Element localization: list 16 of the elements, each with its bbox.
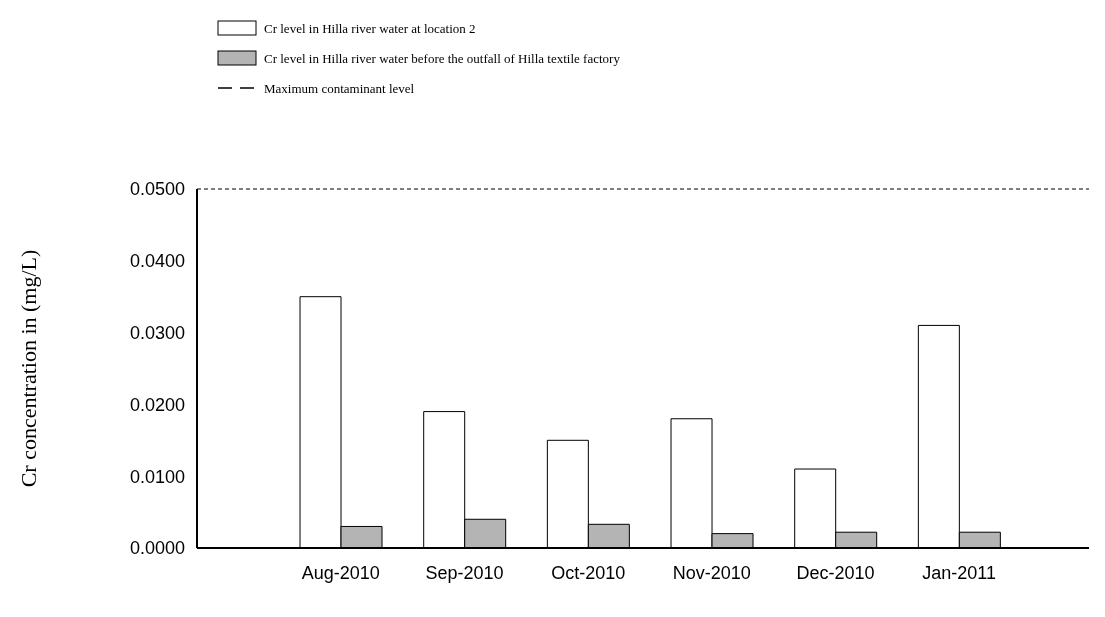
x-tick-label: Jan-2011	[922, 562, 997, 583]
y-axis-title: Cr concentration in (mg/L)	[15, 249, 41, 488]
y-tick-label: 0.0200	[129, 394, 185, 415]
legend-label: Maximum contaminant level	[264, 81, 415, 96]
x-tick-label: Oct-2010	[551, 562, 626, 583]
x-tick-label: Dec-2010	[796, 562, 875, 583]
x-tick-label: Sep-2010	[425, 562, 504, 583]
y-tick-label: 0.0500	[129, 179, 185, 200]
y-tick-label: 0.0100	[129, 466, 185, 487]
x-tick-label: Aug-2010	[301, 562, 380, 583]
y-tick-label: 0.0300	[129, 322, 185, 343]
x-tick-label: Nov-2010	[672, 562, 751, 583]
legend-label: Cr level in Hilla river water before the outfall of Hilla textile factory	[264, 51, 621, 66]
legend-label: Cr level in Hilla river water at location 2	[264, 21, 476, 36]
y-tick-label: 0.0000	[129, 538, 185, 559]
y-tick-label: 0.0400	[129, 251, 185, 272]
